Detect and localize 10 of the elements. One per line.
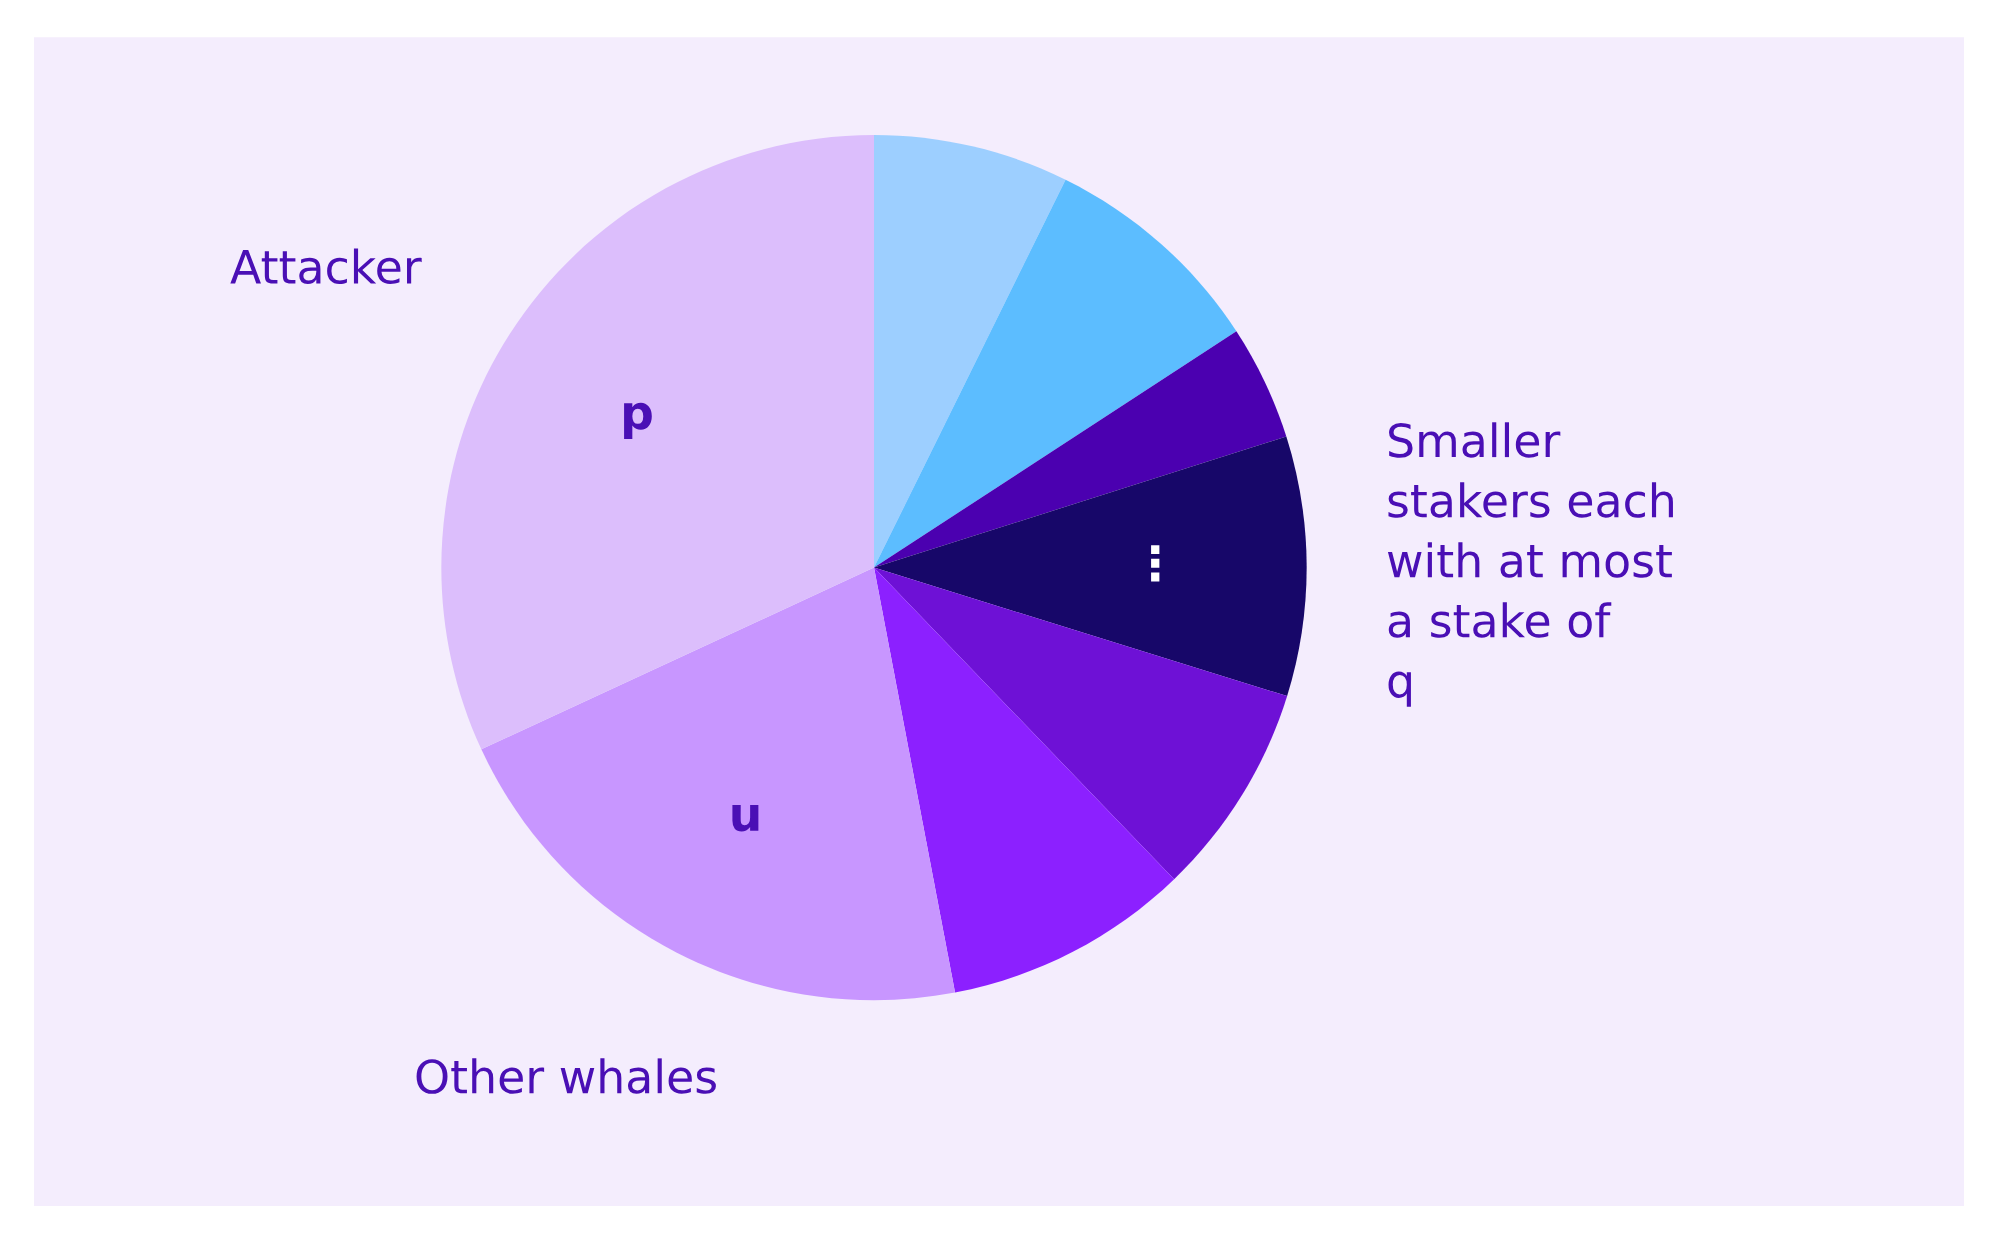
text: Other whales [416, 1058, 716, 1094]
pie-slice [481, 567, 956, 1001]
text: Smaller stakers each with at most a stake of q [1387, 422, 1673, 707]
slice-label: u [732, 804, 759, 832]
slice-label: p [624, 402, 652, 440]
slice-label: ⋮ [1151, 545, 1160, 582]
text: Attacker [230, 248, 422, 285]
pie-slice [874, 436, 1307, 697]
pie-slice [874, 134, 1066, 568]
pie-slice [441, 134, 874, 750]
